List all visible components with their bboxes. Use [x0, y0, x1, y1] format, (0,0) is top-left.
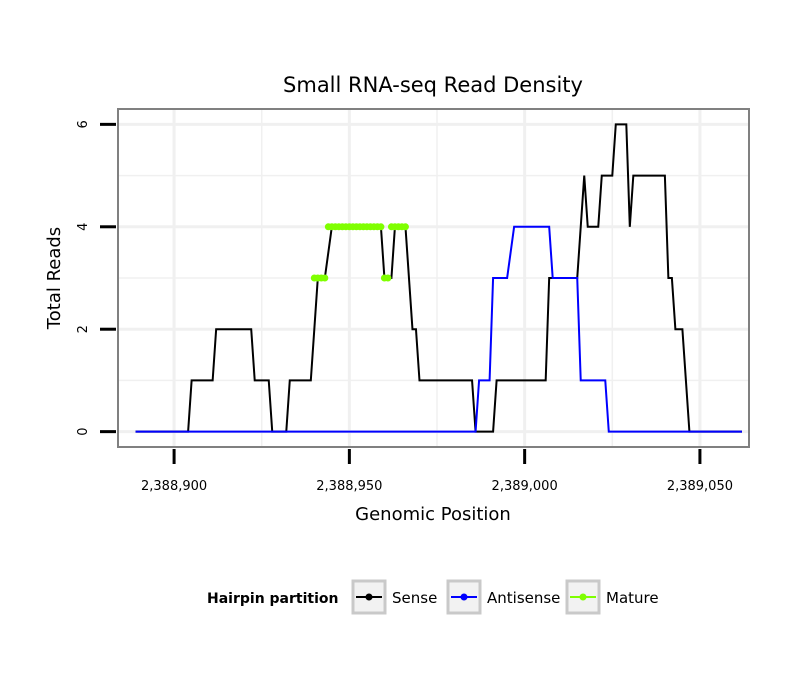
legend-label-antisense: Antisense: [487, 589, 560, 607]
legend-item-sense: Sense: [351, 579, 437, 615]
series-line-sense: [135, 123, 742, 433]
legend-item-antisense: Antisense: [446, 579, 560, 615]
data-point-mature: [321, 274, 329, 282]
x-tick-label: 2,389,000: [492, 479, 558, 494]
y-tick-label: 0: [76, 427, 91, 435]
legend: Hairpin partition Sense Antisense Mature: [207, 579, 659, 615]
legend-dot-mature: [579, 593, 587, 601]
legend-dot-sense: [365, 593, 373, 601]
y-tick-label: 6: [76, 120, 91, 128]
x-tick-label: 2,389,050: [667, 479, 733, 494]
legend-label-sense: Sense: [392, 589, 437, 607]
y-tick-label: 2: [76, 325, 91, 333]
data-point-mature: [401, 223, 409, 231]
series-layer: [135, 123, 742, 433]
data-point-mature: [377, 223, 385, 231]
data-point-mature: [384, 274, 392, 282]
legend-label-mature: Mature: [606, 589, 659, 607]
plot-border: [117, 108, 750, 448]
x-tick-label: 2,388,900: [141, 479, 207, 494]
legend-item-mature: Mature: [565, 579, 659, 615]
x-tick-label: 2,388,950: [316, 479, 382, 494]
y-axis: 0 2 4 6: [76, 120, 116, 436]
y-tick-label: 4: [76, 223, 91, 231]
y-axis-title: Total Reads: [44, 227, 65, 330]
chart-title: Small RNA-seq Read Density: [283, 73, 583, 97]
x-axis-title: Genomic Position: [355, 504, 511, 525]
x-axis: 2,388,900 2,388,950 2,389,000 2,389,050: [141, 449, 733, 494]
legend-dot-antisense: [460, 593, 468, 601]
series-line-antisense: [135, 225, 742, 433]
legend-title: Hairpin partition: [207, 591, 338, 607]
